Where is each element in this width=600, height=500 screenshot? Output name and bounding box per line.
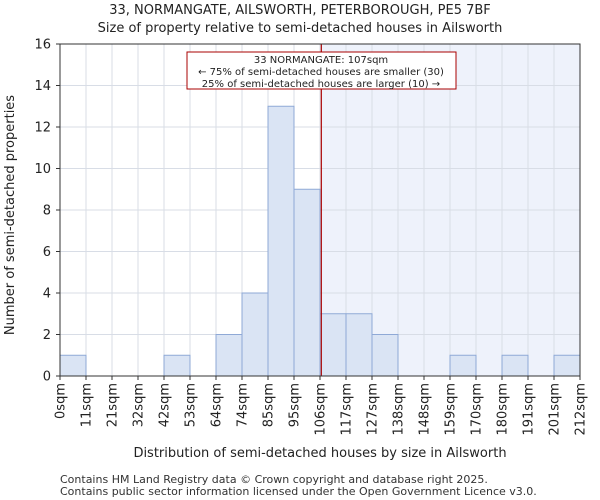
footer-line-1: Contains HM Land Registry data © Crown c… xyxy=(60,473,488,486)
x-tick-label: 138sqm xyxy=(392,383,407,436)
histogram-bar xyxy=(371,334,399,377)
property-annotation: 33 NORMANGATE: 107sqm ← 75% of semi-deta… xyxy=(186,51,457,90)
x-tick-label: 106sqm xyxy=(314,383,329,436)
annotation-line-3: 25% of semi-detached houses are larger (… xyxy=(202,79,440,90)
histogram-bar xyxy=(449,354,477,377)
x-tick-label: 74sqm xyxy=(236,383,251,427)
histogram-bar xyxy=(59,354,87,377)
x-tick-label: 53sqm xyxy=(184,383,199,427)
histogram-bar xyxy=(267,105,295,377)
x-tick-label: 21sqm xyxy=(106,383,121,427)
x-tick-label: 85sqm xyxy=(262,383,277,427)
annotation-line-2: ← 75% of semi-detached houses are smalle… xyxy=(198,67,444,78)
chart-subtitle: Size of property relative to semi-detach… xyxy=(97,21,503,36)
chart-title: 33, NORMANGATE, AILSWORTH, PETERBOROUGH,… xyxy=(109,3,491,18)
histogram-bar xyxy=(553,354,581,377)
histogram-bar xyxy=(319,313,347,377)
y-tick-label: 12 xyxy=(34,121,51,136)
x-tick-label: 64sqm xyxy=(210,383,225,427)
x-tick-label: 127sqm xyxy=(366,383,381,436)
histogram-bar xyxy=(501,354,529,377)
x-tick-label: 170sqm xyxy=(470,383,485,436)
x-tick-label: 11sqm xyxy=(80,383,95,427)
histogram-bar xyxy=(241,292,269,377)
y-tick-label: 16 xyxy=(34,38,51,53)
y-tick-label: 4 xyxy=(43,287,51,302)
y-axis-label: Number of semi-detached properties xyxy=(3,95,18,335)
x-tick-label: 95sqm xyxy=(288,383,303,427)
y-tick-label: 10 xyxy=(34,162,51,177)
annotation-line-1: 33 NORMANGATE: 107sqm xyxy=(254,55,388,66)
x-tick-label: 32sqm xyxy=(132,383,147,427)
x-axis-label: Distribution of semi-detached houses by … xyxy=(133,446,506,461)
histogram-bar xyxy=(215,334,243,377)
y-tick-label: 6 xyxy=(43,245,51,260)
x-tick-label: 180sqm xyxy=(496,383,511,436)
x-tick-label: 148sqm xyxy=(418,383,433,436)
footer-line-2: Contains public sector information licen… xyxy=(60,485,537,498)
x-tick-label: 0sqm xyxy=(54,383,69,419)
x-tick-label: 117sqm xyxy=(340,383,355,436)
histogram-bar xyxy=(345,313,373,377)
histogram-bar xyxy=(293,188,321,377)
x-tick-label: 42sqm xyxy=(158,383,173,427)
y-tick-label: 0 xyxy=(43,370,51,385)
histogram-bar xyxy=(163,354,191,377)
annotation-box xyxy=(186,51,457,90)
y-tick-label: 8 xyxy=(43,204,51,219)
x-tick-label: 159sqm xyxy=(444,383,459,436)
x-tick-label: 201sqm xyxy=(548,383,563,436)
x-tick-label: 191sqm xyxy=(522,383,537,436)
y-tick-label: 2 xyxy=(43,328,51,343)
y-tick-label: 14 xyxy=(34,79,51,94)
x-tick-label: 212sqm xyxy=(574,383,589,436)
